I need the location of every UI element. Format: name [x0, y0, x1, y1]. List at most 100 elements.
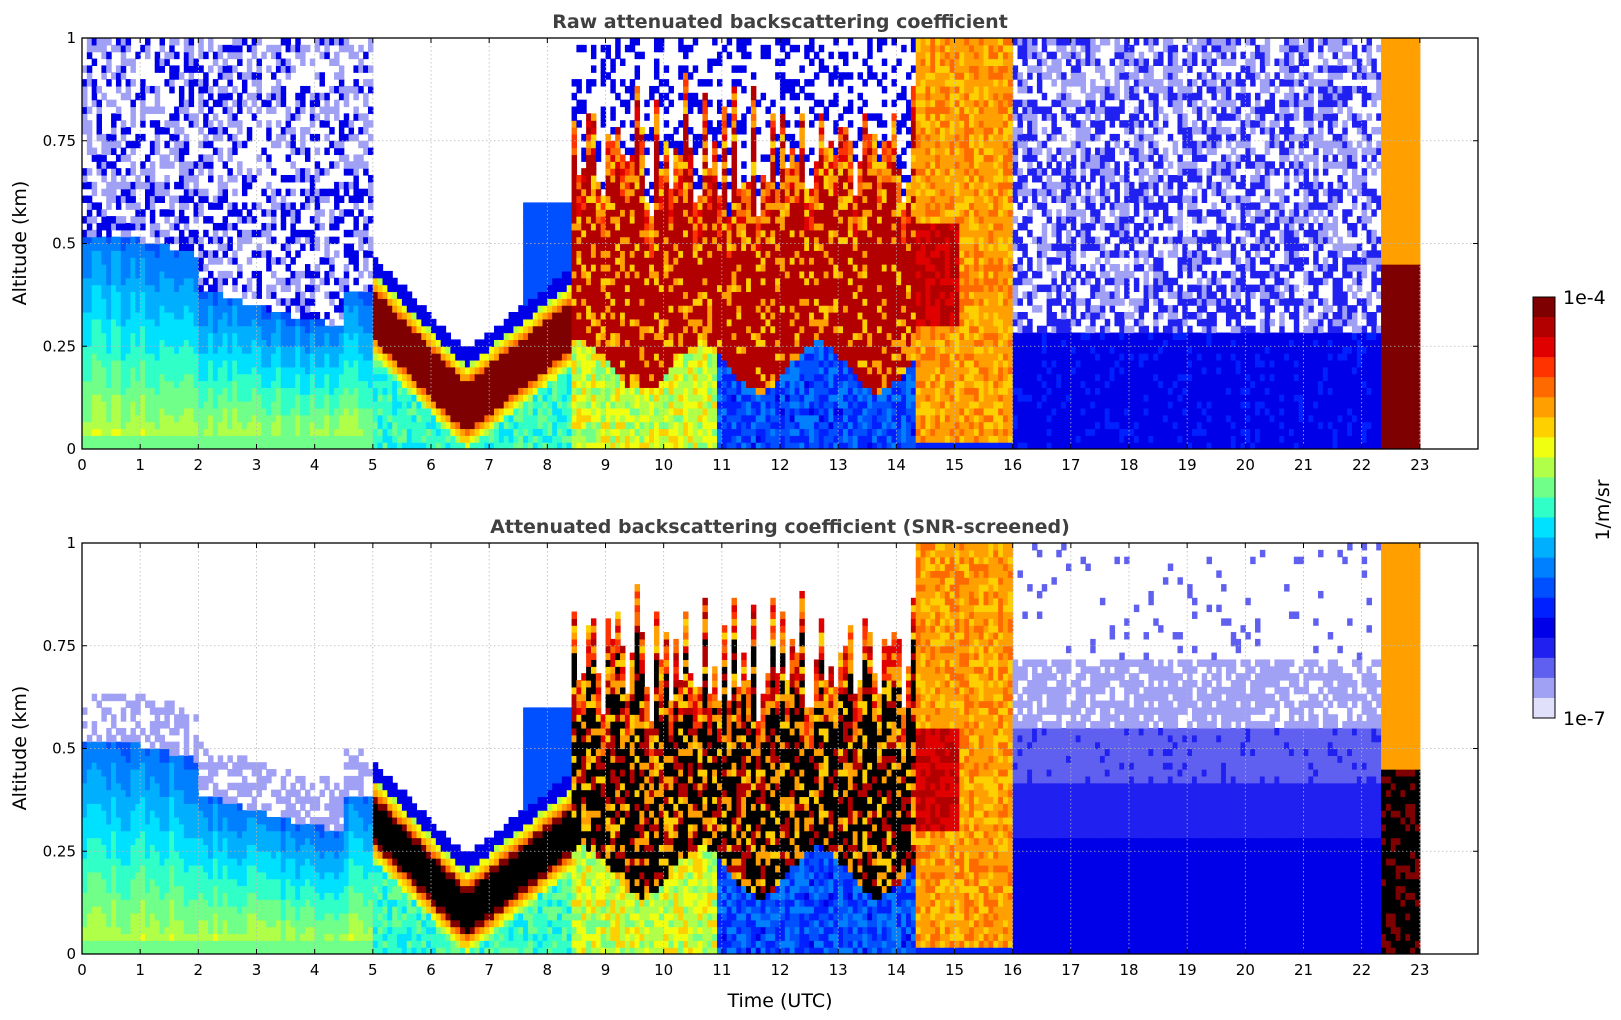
heatmap-cell: [82, 79, 88, 87]
heatmap-cell: [188, 175, 195, 183]
heatmap-cell: [707, 394, 713, 402]
heatmap-cell: [367, 373, 374, 382]
heatmap-cell: [687, 373, 694, 382]
heatmap-cell: [280, 284, 287, 293]
heatmap-cell: [343, 394, 350, 402]
heatmap-cell: [193, 373, 199, 382]
heatmap-cell: [154, 65, 161, 73]
heatmap-cell: [498, 366, 505, 375]
heatmap-cell: [639, 305, 645, 313]
heatmap-cell: [329, 257, 335, 265]
heatmap-cell: [111, 113, 117, 121]
heatmap-cell: [324, 51, 330, 60]
heatmap-cell: [532, 257, 539, 265]
heatmap-cell: [513, 318, 519, 327]
heatmap-cell: [237, 318, 243, 327]
heatmap-cell: [130, 79, 136, 87]
heatmap-cell: [174, 154, 180, 162]
heatmap-cell: [314, 202, 321, 210]
heatmap-cell: [222, 387, 229, 395]
heatmap-cell: [251, 216, 258, 224]
heatmap-cell: [115, 325, 122, 334]
heatmap-cell: [678, 421, 684, 430]
heatmap-cell: [421, 305, 427, 313]
heatmap-cell: [111, 161, 117, 169]
heatmap-cell: [678, 236, 684, 245]
heatmap-cell: [208, 270, 214, 279]
heatmap-cell: [484, 414, 490, 423]
heatmap-cell: [367, 435, 374, 443]
heatmap-cell: [571, 264, 578, 272]
heatmap-cell: [663, 202, 670, 210]
heatmap-cell: [547, 394, 553, 402]
heatmap-cell: [300, 147, 306, 156]
heatmap-cell: [217, 373, 224, 382]
heatmap-cell: [111, 380, 117, 388]
heatmap-cell: [82, 195, 88, 203]
heatmap-cell: [658, 359, 665, 368]
heatmap-cell: [571, 373, 578, 382]
heatmap-cell: [101, 161, 107, 169]
heatmap-cell: [387, 270, 393, 279]
heatmap-cell: [600, 195, 607, 203]
heatmap-cell: [174, 353, 180, 361]
heatmap-cell: [285, 140, 292, 149]
heatmap-cell: [227, 401, 233, 409]
heatmap-cell: [140, 332, 146, 340]
heatmap-cell: [634, 113, 641, 121]
heatmap-cell: [358, 442, 364, 449]
heatmap-cell: [275, 366, 282, 375]
heatmap-cell: [96, 366, 102, 375]
heatmap-cell: [314, 442, 321, 449]
heatmap-cell: [198, 140, 204, 149]
heatmap-cell: [348, 312, 355, 320]
heatmap-cell: [552, 414, 558, 423]
heatmap-cell: [324, 407, 330, 416]
heatmap-cell: [125, 79, 132, 87]
heatmap-cell: [508, 442, 515, 449]
heatmap-cell: [178, 229, 185, 238]
heatmap-cell: [377, 387, 384, 395]
heatmap-cell: [135, 442, 141, 449]
heatmap-cell: [343, 291, 350, 299]
heatmap-cell: [590, 65, 597, 73]
heatmap-cell: [300, 85, 306, 94]
heatmap-cell: [615, 38, 621, 46]
heatmap-cell: [581, 99, 587, 108]
heatmap-cell: [266, 421, 272, 430]
heatmap-cell: [120, 38, 127, 46]
heatmap-cell: [673, 318, 679, 327]
heatmap-cell: [198, 264, 204, 272]
heatmap-cell: [334, 181, 340, 190]
heatmap-cell: [600, 236, 607, 245]
heatmap-cell: [576, 298, 582, 306]
heatmap-cell: [338, 147, 345, 156]
heatmap-cell: [290, 216, 296, 224]
heatmap-cell: [174, 394, 180, 402]
heatmap-cell: [140, 79, 146, 87]
heatmap-cell: [334, 222, 340, 231]
heatmap-cell: [639, 51, 645, 60]
heatmap-cell: [503, 353, 510, 361]
heatmap-cell: [639, 442, 645, 449]
heatmap-cell: [615, 346, 621, 354]
heatmap-cell: [595, 428, 602, 436]
heatmap-cell: [86, 435, 93, 443]
heatmap-cell: [707, 414, 713, 423]
heatmap-cell: [130, 312, 136, 320]
heatmap-cell: [280, 65, 287, 73]
heatmap-cell: [135, 209, 141, 217]
heatmap-cell: [309, 366, 316, 375]
heatmap-cell: [232, 250, 238, 258]
heatmap-cell: [586, 442, 592, 449]
heatmap-cell: [348, 380, 355, 388]
heatmap-cell: [135, 332, 141, 340]
heatmap-cell: [576, 312, 582, 320]
heatmap-cell: [702, 106, 708, 114]
heatmap-cell: [653, 407, 660, 416]
heatmap-cell: [212, 277, 219, 286]
heatmap-cell: [498, 442, 505, 449]
heatmap-cell: [358, 401, 364, 409]
heatmap-cell: [203, 250, 209, 258]
heatmap-cell: [256, 442, 262, 449]
